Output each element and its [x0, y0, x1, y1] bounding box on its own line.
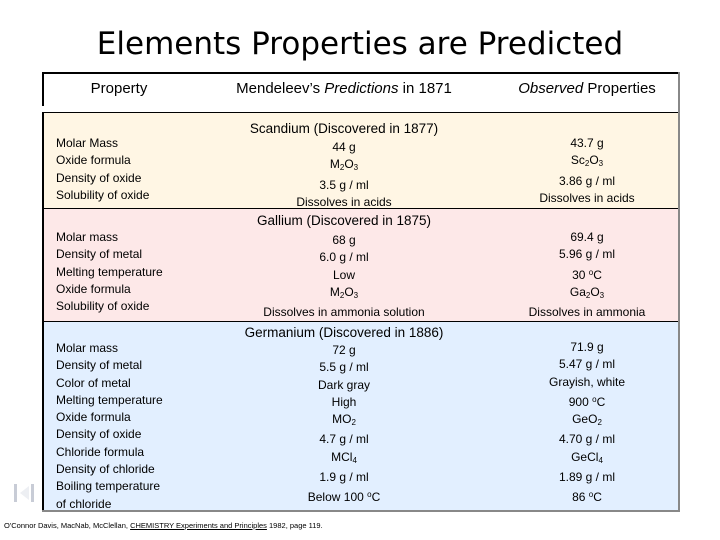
observed-value: 69.4 g [570, 230, 604, 244]
observed-value: Ga2O3 [569, 284, 605, 300]
predicted-values: 72 g 5.5 g / ml Dark gray High MO2 4.7 g… [194, 342, 494, 507]
citation-book: CHEMISTRY Experiments and Principles [130, 521, 267, 530]
citation-authors: O'Connor Davis, MacNab, McClellan, [4, 521, 131, 530]
observed-value: GeO2 [572, 412, 602, 428]
observed-value: 3.86 g / ml [558, 173, 616, 188]
property-name: Boiling temperature [56, 479, 161, 494]
section-scandium: Scandium (Discovered in 1877) Molar Mass… [42, 112, 680, 211]
property-name: Density of metal [56, 358, 143, 373]
observed-value: 900 oC [568, 394, 606, 409]
predicted-value: M2O3 [329, 157, 359, 173]
property-name: of chloride [56, 496, 112, 511]
predicted-value: 6.0 g / ml [319, 250, 369, 265]
property-name: Melting temperature [56, 392, 163, 407]
predicted-value: 5.5 g / ml [319, 360, 369, 375]
predicted-value: High [331, 394, 357, 409]
property-name: Molar Mass [56, 136, 119, 150]
property-name: Density of chloride [56, 462, 155, 477]
predicted-value: 1.9 g / ml [319, 470, 369, 485]
header-predictions-prefix: Mendeleev’s [236, 80, 325, 97]
predicted-value: Dissolves in acids [296, 194, 392, 209]
section-gallium: Gallium (Discovered in 1875) Molar mass … [42, 208, 678, 321]
element-heading: Gallium (Discovered in 1875) [256, 213, 432, 228]
property-list: Molar Mass Oxide formula Density of oxid… [56, 135, 149, 204]
observed-values: 69.4 g 5.96 g / ml 30 oC Ga2O3 Dissolves… [494, 229, 680, 321]
header-observed-italic: Observed [518, 80, 584, 97]
observed-values: 43.7 g Sc2O3 3.86 g / ml Dissolves in ac… [494, 135, 680, 207]
property-name: Solubility of oxide [56, 187, 150, 202]
header-predictions-suffix: in 1871 [398, 80, 452, 97]
section-germanium: Germanium (Discovered in 1886) Molar mas… [42, 321, 680, 513]
observed-value: 71.9 g [570, 340, 604, 354]
observed-value: 86 oC [572, 490, 602, 505]
predicted-value: MO2 [332, 412, 356, 428]
observed-value: 1.89 g / ml [558, 470, 616, 485]
header-observed: Observed Properties [494, 80, 680, 97]
element-heading: Scandium (Discovered in 1877) [249, 121, 439, 136]
slide-title: Elements Properties are Predicted [96, 26, 624, 62]
citation: O'Connor Davis, MacNab, McClellan, CHEMI… [4, 521, 323, 530]
observed-value: Dissolves in ammonia [528, 305, 646, 320]
predicted-value: Below 100 oC [307, 490, 381, 505]
predicted-value: Low [332, 267, 355, 282]
table-header-row: Property Mendeleev’s Predictions in 1871… [42, 72, 678, 106]
header-predictions: Mendeleev’s Predictions in 1871 [194, 80, 494, 97]
observed-values: 71.9 g 5.47 g / ml Grayish, white 900 oC… [494, 339, 680, 507]
predicted-value: 72 g [332, 343, 356, 357]
comparison-table: Property Mendeleev’s Predictions in 1871… [42, 72, 680, 512]
predicted-value: Dark gray [317, 377, 370, 392]
predicted-value: 68 g [332, 233, 356, 247]
previous-slide-icon[interactable] [12, 482, 38, 504]
predicted-values: 44 g M2O3 3.5 g / ml Dissolves in acids [194, 139, 494, 211]
property-name: Color of metal [56, 375, 131, 390]
property-name: Density of metal [56, 247, 143, 262]
observed-value: Sc2O3 [570, 153, 604, 169]
header-predictions-italic: Predictions [324, 80, 399, 97]
observed-value: 5.47 g / ml [558, 357, 616, 372]
observed-value: 5.96 g / ml [558, 247, 616, 262]
property-name: Molar mass [56, 230, 119, 244]
property-name: Density of oxide [56, 427, 142, 442]
property-name: Density of oxide [56, 170, 142, 185]
header-observed-suffix: Properties [583, 80, 656, 97]
property-name: Oxide formula [56, 410, 131, 425]
observed-value: 43.7 g [570, 136, 604, 150]
observed-value: 30 oC [572, 267, 602, 282]
predicted-value: MCl4 [331, 449, 357, 465]
predicted-value: 4.7 g / ml [319, 432, 369, 447]
property-name: Solubility of oxide [56, 299, 150, 314]
property-name: Molar mass [56, 341, 119, 355]
header-property: Property [90, 80, 148, 97]
observed-value: 4.70 g / ml [558, 432, 616, 447]
observed-value: Grayish, white [548, 374, 626, 389]
property-name: Oxide formula [56, 281, 131, 296]
predicted-values: 68 g 6.0 g / ml Low M2O3 Dissolves in am… [194, 232, 494, 321]
property-list: Molar mass Density of metal Melting temp… [56, 229, 163, 315]
property-name: Melting temperature [56, 264, 163, 279]
citation-rest: 1982, page 119. [266, 521, 323, 530]
property-name: Chloride formula [56, 444, 145, 459]
observed-value: Dissolves in acids [539, 190, 635, 205]
predicted-value: 44 g [332, 140, 356, 154]
element-heading: Germanium (Discovered in 1886) [244, 325, 444, 340]
predicted-value: M2O3 [329, 284, 359, 300]
property-list: Molar mass Density of metal Color of met… [56, 340, 163, 513]
observed-value: GeCl4 [571, 449, 603, 465]
predicted-value: Dissolves in ammonia solution [263, 305, 425, 320]
predicted-value: 3.5 g / ml [319, 177, 369, 192]
property-name: Oxide formula [56, 153, 131, 168]
